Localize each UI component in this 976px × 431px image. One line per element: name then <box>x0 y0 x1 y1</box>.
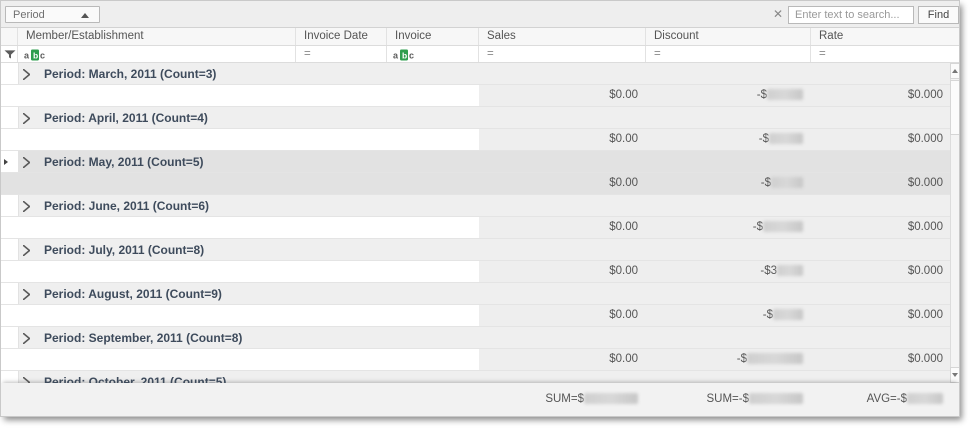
svg-text:a: a <box>24 51 30 61</box>
svg-text:c: c <box>409 51 414 61</box>
svg-text:c: c <box>40 51 45 61</box>
svg-text:b: b <box>33 50 38 60</box>
svg-text:b: b <box>402 50 407 60</box>
svg-text:a: a <box>393 51 399 61</box>
